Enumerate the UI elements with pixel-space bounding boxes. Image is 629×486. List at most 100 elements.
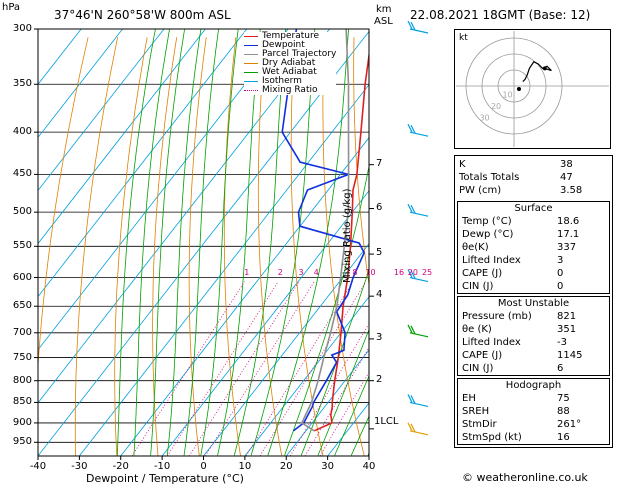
wind-barb xyxy=(407,394,429,408)
stats-value: -3 xyxy=(557,337,567,348)
stats-row: K 38 xyxy=(455,158,612,171)
stats-value: 88 xyxy=(557,406,570,417)
wet-adiabat-line xyxy=(234,29,286,456)
isotherm-line xyxy=(38,29,248,298)
height-tick-label: 5 xyxy=(376,247,383,259)
wind-barb xyxy=(407,203,429,217)
stats-label: CAPE (J) xyxy=(462,350,503,361)
height-tick-label: 6 xyxy=(376,201,383,213)
stats-row: Temp (°C) 18.6 xyxy=(458,215,609,228)
legend-swatch xyxy=(244,54,258,55)
legend-item: Parcel Trajectory xyxy=(244,50,336,59)
wet-adiabat-line xyxy=(150,29,185,456)
stats-row: StmDir 261° xyxy=(458,418,609,431)
dry-adiabat-line xyxy=(620,37,629,456)
stats-label: Pressure (mb) xyxy=(462,311,532,322)
isotherm-line xyxy=(38,29,123,139)
mixing-ratio-axis-label: Mixing Ratio (g/kg) xyxy=(342,188,353,283)
legend-swatch xyxy=(244,63,258,64)
lcl-label: 1LCL xyxy=(374,416,399,427)
mixing-ratio-label: 10 xyxy=(365,267,376,277)
hodograph-ring-label: 30 xyxy=(479,114,489,123)
hpa-unit-label: hPa xyxy=(2,2,21,13)
stats-value: 38 xyxy=(560,159,573,170)
stats-value: 18.6 xyxy=(557,216,580,227)
stats-row: PW (cm) 3.58 xyxy=(455,184,612,197)
pressure-tick-label: 600 xyxy=(12,271,32,283)
pressure-tick-label: 900 xyxy=(12,416,32,428)
dry-adiabat-line xyxy=(74,37,118,456)
mixing-ratio-label: 8 xyxy=(352,267,358,277)
x-axis-label: Dewpoint / Temperature (°C) xyxy=(86,472,244,485)
legend-swatch xyxy=(244,36,258,37)
stats-label: CIN (J) xyxy=(462,363,494,374)
wind-barb xyxy=(407,422,429,436)
stats-label: StmSpd (kt) xyxy=(462,432,522,443)
temperature-tick-label: 0 xyxy=(200,461,207,472)
stats-label: EH xyxy=(462,393,476,404)
mixing-ratio-line xyxy=(304,346,369,456)
mixing-ratio-line xyxy=(204,281,315,456)
mixing-ratio-line xyxy=(131,281,245,456)
dry-adiabat-line xyxy=(290,37,324,456)
stats-label: SREH xyxy=(462,406,490,417)
legend-item: Dry Adiabat xyxy=(244,59,336,68)
stats-label: θe (K) xyxy=(462,324,492,335)
pressure-tick-label: 650 xyxy=(12,300,32,312)
isotherm-line xyxy=(38,29,206,245)
stats-value: 1145 xyxy=(557,350,583,361)
surface-section: Surface Temp (°C) 18.6 Dewp (°C) 17.1 θe(K) 3… xyxy=(457,201,610,294)
stats-row: CIN (J) 0 xyxy=(458,280,609,293)
legend-swatch xyxy=(244,90,258,91)
stats-row: CAPE (J) 0 xyxy=(458,267,609,280)
stats-row: Lifted Index -3 xyxy=(458,336,609,349)
hodograph-ring-label: 10 xyxy=(502,91,512,100)
stats-value: 16 xyxy=(557,432,570,443)
legend-item: Isotherm xyxy=(244,77,336,86)
stats-label: StmDir xyxy=(462,419,497,430)
general-stats: K 38 Totals Totals 47 PW (cm) 3.58 xyxy=(455,156,612,199)
km-unit-label: km xyxy=(376,4,392,15)
isotherm-line xyxy=(244,296,369,456)
stats-row: StmSpd (kt) 16 xyxy=(458,431,609,444)
stats-row: EH 75 xyxy=(458,392,609,405)
temperature-tick-label: 20 xyxy=(279,461,293,472)
pressure-tick-label: 550 xyxy=(12,240,32,252)
dry-adiabat-line xyxy=(223,37,241,456)
stats-row: θe (K) 351 xyxy=(458,323,609,336)
mixing-ratio-line xyxy=(188,281,300,456)
legend-label: Isotherm xyxy=(262,76,302,86)
legend-label: Temperature xyxy=(262,31,320,41)
stats-value: 47 xyxy=(560,172,573,183)
stats-row: θe(K) 337 xyxy=(458,241,609,254)
stats-label: Totals Totals xyxy=(459,172,520,183)
pressure-tick-label: 950 xyxy=(12,436,32,448)
asl-unit-label: ASL xyxy=(374,16,393,27)
stats-value: 0 xyxy=(557,281,564,292)
legend-label: Dry Adiabat xyxy=(262,58,316,68)
wind-barb xyxy=(407,20,429,34)
height-tick-label: 4 xyxy=(376,289,383,301)
isotherm-line xyxy=(38,29,330,404)
dry-adiabat-line xyxy=(257,37,283,456)
stats-label: CAPE (J) xyxy=(462,268,503,279)
hodograph-section: Hodograph EH 75 SREH 88 StmDir 261° StmSpd (kt… xyxy=(457,378,610,445)
temperature-tick-label: -10 xyxy=(153,461,171,472)
wet-adiabat-line xyxy=(250,29,316,456)
isotherm-line xyxy=(38,29,165,192)
mixing-ratio-line xyxy=(289,323,369,456)
legend-label: Mixing Ratio xyxy=(262,85,318,95)
hodograph-title: Hodograph xyxy=(505,380,562,391)
legend-swatch xyxy=(244,45,258,46)
stats-row: CAPE (J) 1145 xyxy=(458,349,609,362)
temperature-tick-label: -40 xyxy=(29,461,47,472)
mixing-ratio-label: 4 xyxy=(313,267,319,277)
wet-adiabat-line xyxy=(300,268,369,456)
wind-barb xyxy=(407,123,429,137)
isotherm-line xyxy=(203,243,369,456)
stats-row: Dewp (°C) 17.1 xyxy=(458,228,609,241)
wet-adiabat-line xyxy=(200,29,239,456)
legend: Temperature Dewpoint Parcel Trajectory Dry … xyxy=(244,31,337,95)
temperature-tick-label: 40 xyxy=(362,461,376,472)
temperature-tick-label: -20 xyxy=(112,461,129,472)
